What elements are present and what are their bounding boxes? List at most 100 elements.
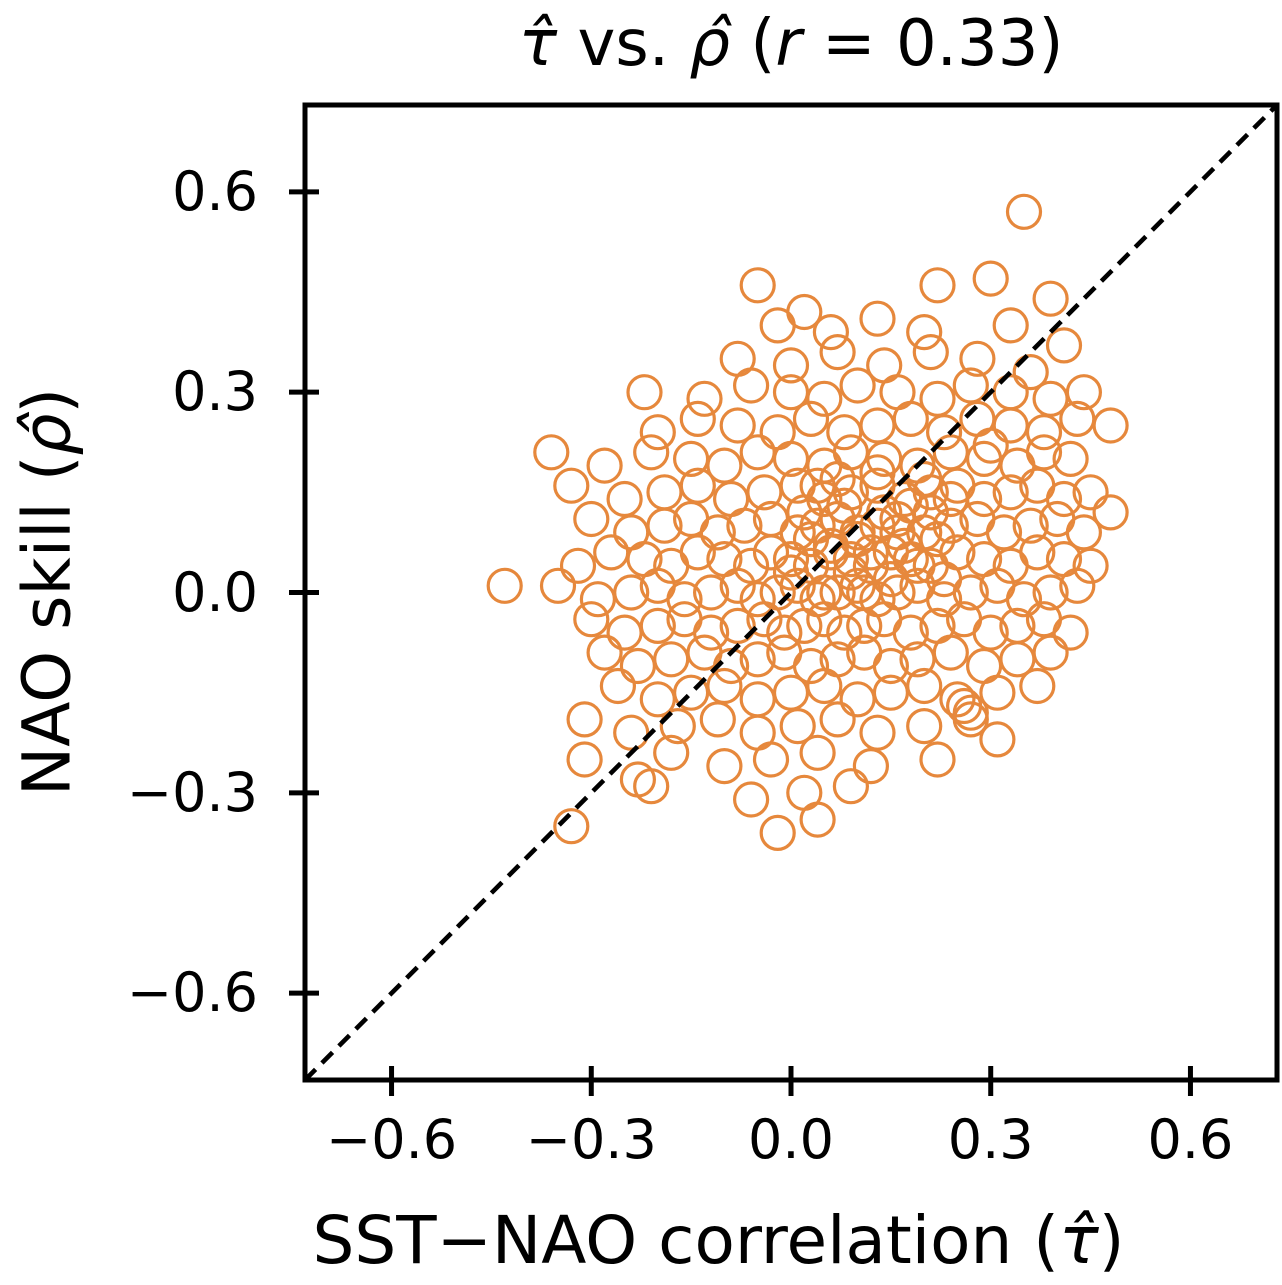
y-tick-label: 0.6 <box>172 159 258 223</box>
scatter-point <box>1032 634 1069 671</box>
scatter-point <box>692 574 730 611</box>
y-axis-label-text: NAO skill ( <box>8 455 86 797</box>
scatter-point <box>979 721 1016 758</box>
scatter-point <box>985 514 1023 551</box>
scatter-point <box>1025 414 1063 451</box>
scatter-point <box>566 701 603 738</box>
scatter-point <box>659 707 696 745</box>
scatter-point <box>832 540 870 578</box>
scatter-point <box>686 380 723 417</box>
scatter-point <box>919 380 956 417</box>
scatter-point <box>1092 407 1129 444</box>
scatter-point <box>606 614 643 651</box>
scatter-point <box>599 667 637 705</box>
scatter-point <box>639 607 676 645</box>
scatter-point <box>706 447 743 484</box>
scatter-point <box>1019 534 1056 571</box>
scatter-point <box>819 460 856 498</box>
scatter-point <box>906 707 943 745</box>
scatter-point <box>593 534 630 571</box>
scatter-point <box>912 494 949 531</box>
scatter-point <box>679 400 716 437</box>
scatter-point <box>626 374 663 411</box>
scatter-point <box>646 507 683 544</box>
scatter-point <box>759 814 796 852</box>
y-tick-label: 0.0 <box>172 560 258 624</box>
scatter-point <box>1005 581 1043 618</box>
scatter-point <box>739 581 776 618</box>
scatter-point <box>553 467 590 504</box>
scatter-point <box>972 614 1009 651</box>
tau-hat-symbol: τ̂ <box>518 7 558 81</box>
scatter-point <box>739 681 776 718</box>
scatter-point <box>726 507 763 544</box>
scatter-point <box>706 667 743 705</box>
scatter-point <box>559 547 597 584</box>
scatter-point <box>919 520 956 558</box>
scatter-point <box>906 460 943 498</box>
scatter-point <box>972 260 1009 297</box>
scatter-point <box>699 514 736 551</box>
x-axis-label-text: SST−NAO correlation ( <box>312 1202 1060 1279</box>
x-tick-label: 0.0 <box>748 1108 834 1171</box>
scatter-point <box>772 674 810 711</box>
scatter-point <box>892 614 929 651</box>
scatter-point <box>826 614 863 651</box>
scatter-point <box>932 507 969 544</box>
r-symbol: r <box>775 7 802 81</box>
scatter-point <box>739 434 776 471</box>
scatter-point <box>819 334 856 371</box>
scatter-point <box>573 500 610 538</box>
scatter-point <box>806 574 843 611</box>
scatter-point <box>846 574 883 611</box>
scatter-point <box>732 781 770 818</box>
scatter-point <box>1032 280 1069 317</box>
scatter-point <box>952 694 989 731</box>
scatter-point <box>553 808 590 845</box>
scatter-point <box>1005 193 1043 230</box>
scatter-point <box>792 520 830 558</box>
scatter-point <box>992 307 1029 344</box>
scatter-point <box>806 601 843 638</box>
scatter-point <box>732 367 770 404</box>
scatter-point <box>613 714 650 751</box>
title-vs-text: vs. <box>557 7 690 81</box>
scatter-point <box>1059 567 1096 604</box>
scatter-point <box>826 487 863 524</box>
scatter-point <box>806 380 843 417</box>
scatter-point <box>772 540 810 578</box>
scatter-point <box>892 400 929 437</box>
scatter-point <box>1065 514 1103 551</box>
scatter-point <box>959 340 996 377</box>
plot-title: τ̂ vs. ρ̂ (r = 0.33) <box>305 0 1277 88</box>
x-tick-label: 0.3 <box>947 1108 1034 1171</box>
scatter-point <box>606 480 643 518</box>
scatter-point <box>945 687 983 725</box>
scatter-point <box>832 554 870 591</box>
scatter-point <box>752 534 790 571</box>
rho-hat-symbol: ρ̂ <box>689 7 730 81</box>
scatter-point <box>932 634 969 671</box>
scatter-point <box>573 601 610 638</box>
scatter-point <box>932 480 969 518</box>
scatter-point <box>766 614 803 651</box>
x-axis-label: SST−NAO correlation (τ̂) <box>155 1198 1282 1284</box>
identity-line <box>303 103 1279 1082</box>
scatter-point <box>939 681 976 718</box>
x-tick-label: 0.6 <box>1147 1108 1234 1171</box>
scatter-point <box>919 267 956 304</box>
scatter-point <box>699 701 736 738</box>
scatter-point <box>619 647 657 685</box>
scatter-point <box>1092 494 1129 531</box>
scatter-point <box>1019 667 1056 705</box>
scatter-point <box>653 734 690 771</box>
y-tick-label: 0.3 <box>172 360 258 424</box>
scatter-point <box>586 634 623 671</box>
tau-hat-symbol: τ̂ <box>1059 1202 1099 1279</box>
scatter-point <box>666 581 703 618</box>
y-tick-label: −0.6 <box>126 961 258 1025</box>
scatter-point <box>646 474 683 511</box>
y-tick-label: −0.3 <box>126 760 258 824</box>
